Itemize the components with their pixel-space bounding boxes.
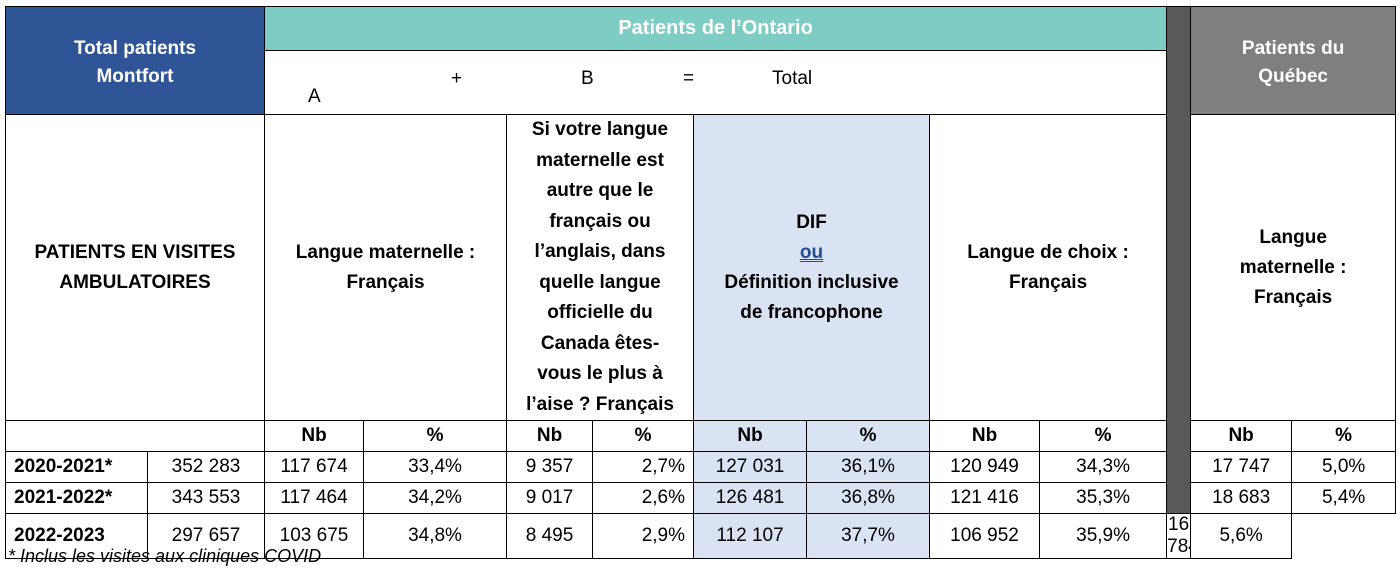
lc-nb-cell: 120 949 [929,451,1041,483]
table-row: 2021-2022* 343 553 117 464 34,2% 9 017 2… [5,482,1397,514]
table-row: 2022-2023 297 657 103 675 34,8% 8 495 2,… [5,513,1396,559]
montfort-header-line1: Total patients [73,38,197,59]
question-line: l’anglais, dans [534,241,666,262]
nb-header: Nb [929,420,1041,452]
nb-header: Nb [1190,420,1293,452]
quebec-maternelle-header: Langue maternelle : Français [1190,114,1397,421]
column-separator [1166,6,1192,514]
q-pct-cell: 2,6% [592,482,695,514]
question-line: vous le plus à [537,363,663,384]
pct-header: % [363,420,508,452]
dif-nb-cell: 127 031 [693,451,808,483]
dif-pct-cell: 37,7% [806,513,931,559]
dif-nb-cell: 112 107 [693,513,808,559]
total-cell: 352 283 [146,451,266,483]
nb-header: Nb [264,420,365,452]
patients-table: Total patients Montfort Patients de l’On… [4,6,1397,559]
question-line: quelle langue [539,271,661,293]
q-pct-cell: 2,7% [592,451,695,483]
pct-header: % [806,420,931,452]
total-cell: 343 553 [146,482,266,514]
lc-nb-cell: 121 416 [929,482,1041,514]
qc-pct-cell: 5,0% [1291,451,1397,483]
question-line: maternelle est [536,149,664,171]
nb-header: Nb [693,420,808,452]
lm-nb-cell: 117 464 [264,482,365,514]
row-label-line2: AMBULATOIRES [59,271,211,293]
formula-a: A [308,85,321,107]
quebec-maternelle-line2: maternelle : [1239,256,1347,278]
q-pct-cell: 2,9% [592,513,695,559]
dif-nb-cell: 126 481 [693,482,808,514]
quebec-maternelle-line3: Français [1254,286,1333,308]
nb-header: Nb [506,420,594,452]
subheader-blank [4,420,266,452]
lc-pct-cell: 34,3% [1039,451,1168,483]
footnote: * Inclus les visites aux cliniques COVID [8,546,322,566]
langue-choix-line1: Langue de choix : [967,241,1129,263]
qc-pct-cell: 5,4% [1291,482,1397,514]
q-nb-cell: 9 017 [506,482,594,514]
year-cell: 2021-2022* [5,482,148,514]
table-row: 2020-2021* 352 283 117 674 33,4% 9 357 2… [5,451,1397,483]
q-nb-cell: 9 357 [506,451,594,483]
langue-maternelle-line2: Français [346,271,425,293]
qc-pct-cell: 5,6% [1190,513,1293,559]
langue-choix-header: Langue de choix : Français [929,114,1168,421]
pct-header: % [1291,420,1397,452]
lc-pct-cell: 35,9% [1039,513,1168,559]
quebec-header: Patients du Québec [1190,6,1397,115]
dif-header: DIF ou Définition inclusive de francopho… [693,114,931,421]
qc-nb-cell: 17 747 [1190,451,1293,483]
lm-nb-cell: 103 675 [264,513,365,559]
year-cell: 2020-2021* [5,451,148,483]
formula-row: A + B = Total [264,50,1168,115]
quebec-maternelle-line1: Langue [1259,226,1327,248]
lm-nb-cell: 117 674 [264,451,365,483]
pct-header: % [592,420,695,452]
pct-header: % [1039,420,1168,452]
langue-maternelle-header: Langue maternelle : Français [264,114,508,421]
dif-line1: DIF [796,211,827,233]
dif-pct-cell: 36,8% [806,482,931,514]
lm-pct-cell: 33,4% [363,451,508,483]
question-line: autre que le [546,180,654,201]
dif-line4: de francophone [740,301,883,323]
formula-equals: = [683,67,695,89]
qc-nb-cell: 18 683 [1190,482,1293,514]
year-cell: 2022-2023 [5,513,148,559]
langue-choix-line2: Français [1008,271,1088,293]
montfort-header-line2: Montfort [96,66,174,87]
formula-plus: + [451,67,463,89]
question-line: français ou [549,210,651,232]
formula-total: Total [772,67,813,89]
question-line: officielle du [547,302,653,323]
question-line: Si votre langue [531,119,669,140]
quebec-header-line1: Patients du [1241,38,1345,59]
q-nb-cell: 8 495 [506,513,594,559]
lm-pct-cell: 34,8% [363,513,508,559]
row-label-line1: PATIENTS EN VISITES [34,241,236,263]
total-cell: 297 657 [146,513,266,559]
question-line: l’aise ? Français [526,393,674,415]
ontario-header: Patients de l’Ontario [264,6,1168,51]
langue-maternelle-line1: Langue maternelle : [295,241,476,263]
quebec-header-line2: Québec [1258,66,1328,87]
row-label-header: PATIENTS EN VISITES AMBULATOIRES [4,114,266,421]
lm-pct-cell: 34,2% [363,482,508,514]
question-line: Canada êtes- [540,332,660,354]
montfort-header: Total patients Montfort [4,6,266,115]
lc-pct-cell: 35,3% [1039,482,1168,514]
formula-b: B [581,67,594,89]
dif-line2: ou [799,241,824,263]
lc-nb-cell: 106 952 [929,513,1041,559]
dif-line3: Définition inclusive [724,271,899,293]
qc-nb-cell: 16 784 [1166,513,1192,559]
dif-pct-cell: 36,1% [806,451,931,483]
question-header: Si votre langue maternelle est autre que… [506,114,695,421]
